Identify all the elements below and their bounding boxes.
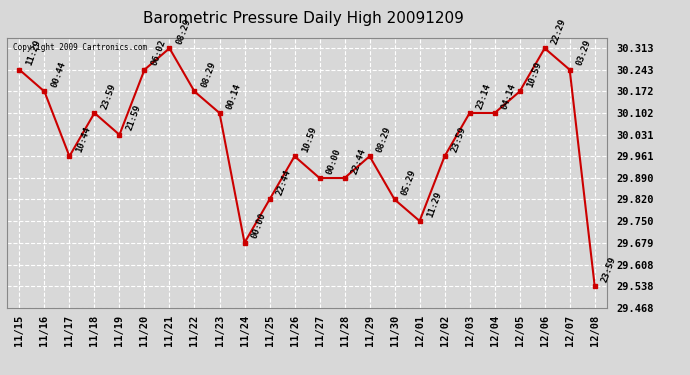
Text: 11:29: 11:29: [25, 39, 43, 67]
Text: 08:29: 08:29: [375, 125, 393, 153]
Text: 08:29: 08:29: [175, 17, 193, 45]
Text: 03:29: 03:29: [575, 39, 593, 67]
Text: 22:44: 22:44: [275, 168, 293, 197]
Text: 00:44: 00:44: [50, 60, 68, 89]
Text: 10:59: 10:59: [525, 60, 543, 89]
Text: 00:00: 00:00: [325, 147, 343, 175]
Text: 23:59: 23:59: [100, 82, 118, 110]
Text: 00:14: 00:14: [225, 82, 243, 110]
Text: Copyright 2009 Cartronics.com: Copyright 2009 Cartronics.com: [13, 43, 147, 52]
Text: 21:59: 21:59: [125, 104, 143, 132]
Text: 23:59: 23:59: [450, 125, 468, 153]
Text: 05:29: 05:29: [400, 168, 418, 197]
Text: 10:59: 10:59: [300, 125, 318, 153]
Text: 11:29: 11:29: [425, 190, 443, 218]
Text: 08:29: 08:29: [200, 60, 218, 89]
Text: 23:59: 23:59: [600, 255, 618, 283]
Text: 22:44: 22:44: [350, 147, 368, 175]
Text: 10:44: 10:44: [75, 125, 92, 153]
Text: 22:29: 22:29: [550, 17, 568, 45]
Text: 23:14: 23:14: [475, 82, 493, 110]
Text: 06:02: 06:02: [150, 39, 168, 67]
Text: 04:14: 04:14: [500, 82, 518, 110]
Text: Barometric Pressure Daily High 20091209: Barometric Pressure Daily High 20091209: [143, 11, 464, 26]
Text: 00:00: 00:00: [250, 211, 268, 240]
